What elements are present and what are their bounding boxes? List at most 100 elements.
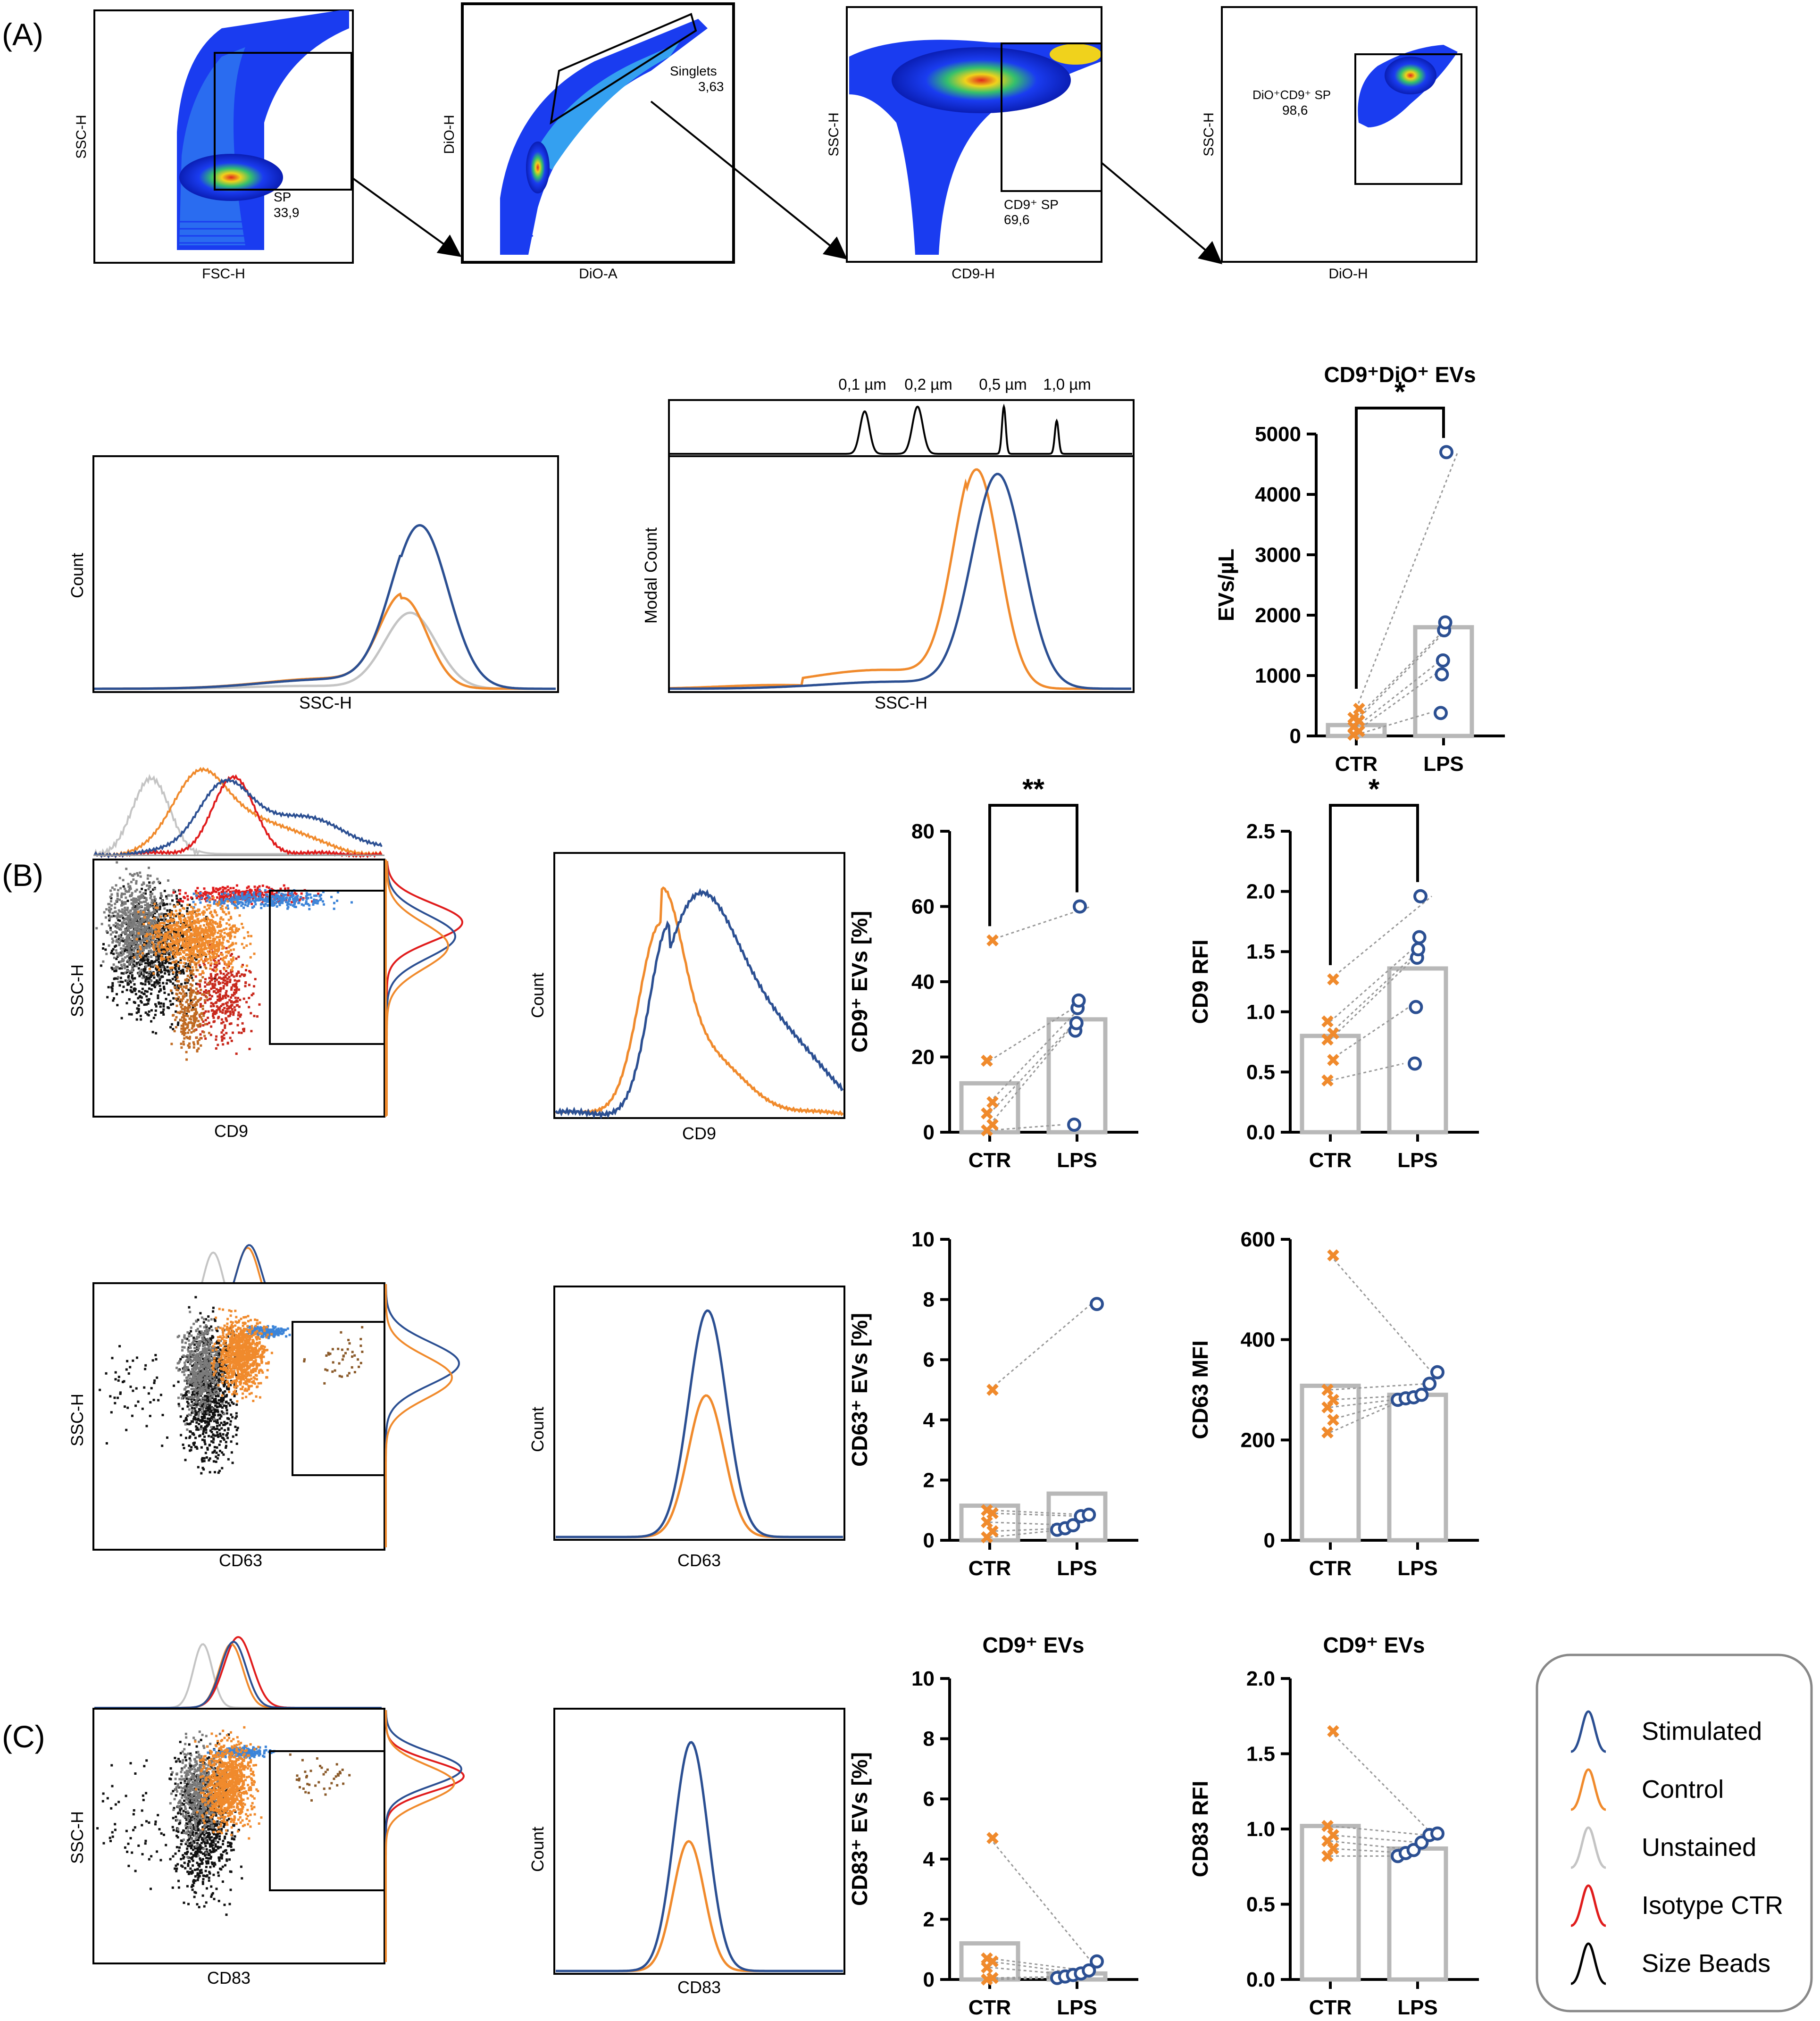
scatter-point — [160, 957, 163, 960]
scatter-point — [200, 1375, 203, 1378]
scatter-point — [186, 947, 189, 950]
scatter-point — [122, 959, 125, 961]
scatter-point — [139, 918, 142, 920]
y-axis-label: DiO-H — [442, 115, 457, 154]
scatter-point — [249, 943, 252, 945]
scatter-point — [172, 971, 175, 974]
scatter-point — [225, 913, 227, 916]
scatter-point — [194, 1417, 197, 1420]
scatter-point — [169, 936, 172, 939]
scatter-point — [210, 1002, 213, 1004]
scatter-point — [208, 1459, 210, 1461]
scatter-point — [210, 1025, 213, 1028]
scatter-point — [217, 935, 219, 938]
scatter-point — [140, 982, 142, 985]
scatter-point — [195, 910, 198, 912]
scatter-point — [222, 937, 225, 940]
scatter-point — [167, 894, 170, 897]
scatter-point — [195, 1401, 198, 1404]
scatter-point — [156, 906, 159, 909]
scatter-point — [117, 941, 119, 944]
scatter-point — [255, 890, 258, 893]
scatter-point — [199, 1325, 202, 1328]
scatter-point — [217, 1386, 220, 1388]
scatter-point — [218, 935, 221, 938]
scatter-point — [156, 916, 159, 919]
scatter-point — [217, 1326, 220, 1328]
scatter-point — [211, 898, 214, 901]
scatter-point — [117, 954, 120, 957]
scatter-point — [157, 918, 159, 921]
scatter-point — [183, 1037, 186, 1040]
scatter-point — [144, 892, 147, 895]
size-beads-panel — [668, 399, 1135, 458]
scatter-point — [251, 899, 254, 902]
scatter-point — [212, 888, 215, 891]
scatter-point — [267, 900, 270, 903]
scatter-point — [235, 1403, 238, 1406]
scatter-point — [214, 1434, 217, 1437]
scatter-point — [210, 944, 213, 946]
scatter-point — [198, 973, 201, 976]
scatter-point — [113, 956, 116, 959]
scatter-point — [187, 1009, 190, 1011]
scatter-point — [237, 1011, 240, 1014]
scatter-point — [241, 902, 244, 904]
scatter-point — [149, 905, 151, 908]
scatter-point — [163, 913, 166, 916]
scatter-point — [179, 952, 182, 955]
scatter-point — [198, 937, 200, 940]
scatter-point — [237, 988, 240, 991]
scatter-point — [142, 881, 145, 884]
scatter-point — [111, 950, 113, 952]
scatter-point — [147, 964, 150, 967]
scatter-point — [140, 922, 143, 925]
scatter-point — [198, 1038, 200, 1041]
scatter-point — [201, 1388, 204, 1391]
scatter-point — [246, 964, 248, 967]
scatter-point — [192, 1350, 194, 1353]
scatter-point — [222, 987, 225, 990]
scatter-point — [217, 1342, 220, 1345]
scatter-point — [305, 897, 308, 900]
scatter-point — [183, 937, 185, 940]
scatter-point — [177, 961, 180, 964]
scatter-point — [138, 895, 141, 898]
scatter-point — [157, 919, 160, 922]
scatter-point — [238, 891, 241, 894]
scatter-point — [190, 922, 192, 925]
scatter-point — [253, 885, 256, 888]
scatter-point — [186, 1023, 189, 1026]
scatter-point — [194, 1378, 197, 1381]
scatter-point — [209, 1457, 211, 1460]
scatter-point — [185, 933, 187, 936]
scatter-point — [230, 1413, 233, 1416]
scatter-point — [189, 1430, 192, 1433]
scatter-point — [187, 938, 190, 941]
scatter-point — [246, 886, 249, 889]
scatter-point — [232, 959, 234, 961]
scatter-point — [238, 914, 241, 917]
scatter-point — [191, 1364, 193, 1367]
scatter-point — [217, 904, 219, 907]
scatter-point — [168, 955, 171, 958]
scatter-point — [179, 998, 182, 1001]
scatter-point — [188, 1029, 191, 1031]
scatter-point — [218, 1387, 221, 1390]
scatter-point — [200, 1425, 203, 1428]
scatter-point — [145, 947, 148, 950]
scatter-point — [205, 1355, 208, 1358]
scatter-point — [174, 1019, 177, 1021]
scatter-point — [108, 924, 110, 927]
scatter-point — [230, 953, 233, 955]
scatter-point — [207, 1352, 209, 1354]
scatter-point — [150, 951, 153, 954]
scatter-point — [206, 1348, 208, 1350]
scatter-point — [215, 1360, 217, 1362]
scatter-point — [219, 935, 222, 937]
scatter-point — [158, 935, 160, 938]
scatter-point — [222, 1396, 225, 1399]
scatter-point — [230, 895, 233, 898]
scatter-point — [212, 921, 215, 924]
scatter-point — [198, 921, 200, 924]
